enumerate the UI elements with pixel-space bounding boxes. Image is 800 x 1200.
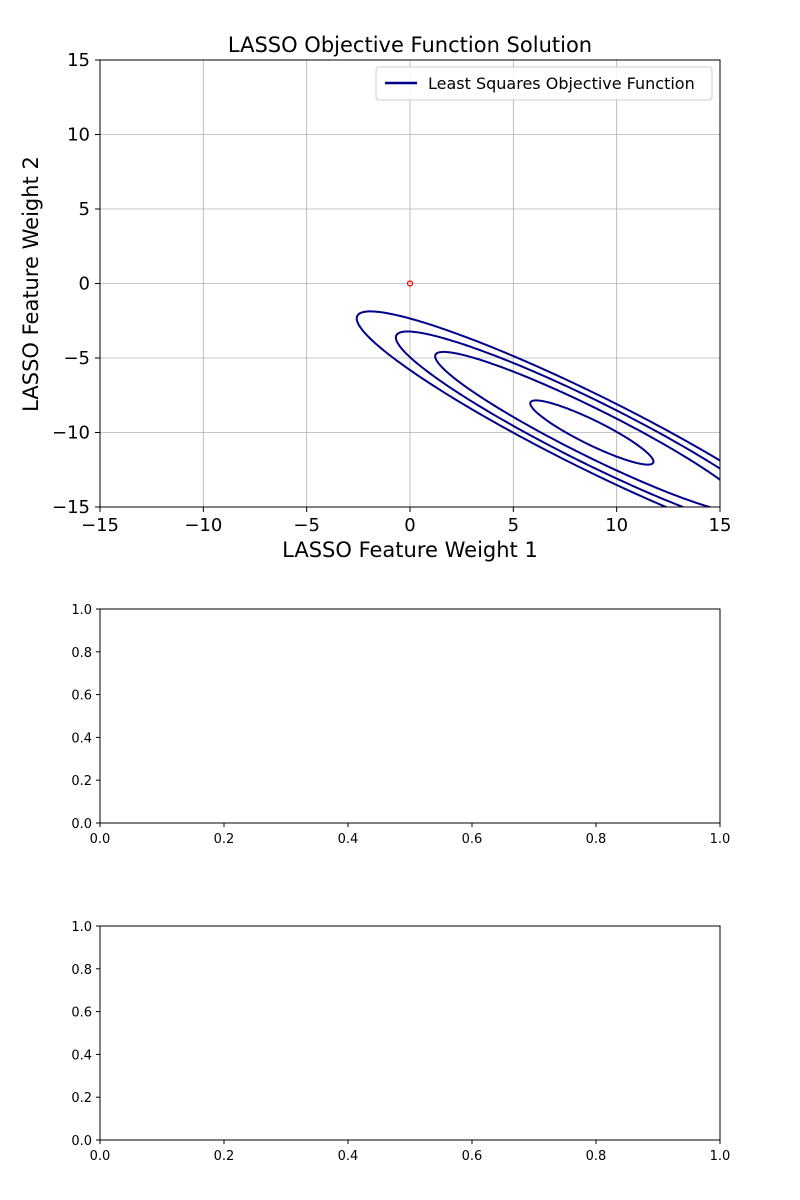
x-tick-label: −10 [184, 515, 222, 536]
y-tick-label: 1.0 [71, 603, 92, 618]
x-tick-label: 1.0 [710, 832, 731, 847]
x-tick-label: 0.0 [90, 1149, 111, 1164]
x-tick-label: 0.2 [214, 1149, 235, 1164]
contour-level-1 [529, 399, 655, 466]
x-tick-label: 1.0 [710, 1149, 731, 1164]
axes-frame [99, 925, 721, 1141]
y-tick-label: 0.6 [71, 689, 92, 704]
y-tick-label: 1.0 [71, 920, 92, 935]
x-tick-label: 0.2 [214, 832, 235, 847]
x-tick-label: 15 [709, 515, 732, 536]
y-tick-label: 0.6 [71, 1006, 92, 1021]
x-tick-label: 0.8 [586, 832, 607, 847]
axes-spines [99, 925, 721, 1141]
x-tick-label: 0.8 [586, 1149, 607, 1164]
y-tick-label: 15 [67, 50, 90, 71]
chart-title: LASSO Objective Function Solution [228, 33, 592, 57]
tick-marks: −15 −10 −5 0 5 10 15 −15 −10 −5 0 5 10 15 [52, 50, 731, 536]
x-tick-label: 5 [508, 515, 519, 536]
y-tick-label: 0.2 [71, 1091, 92, 1106]
contour-series [355, 280, 720, 507]
contour-level-3 [394, 330, 720, 507]
x-tick-label: 0 [404, 515, 415, 536]
y-tick-label: 0.4 [71, 731, 92, 746]
y-tick-label: 0.0 [71, 1134, 92, 1149]
y-tick-label: 0.2 [71, 774, 92, 789]
y-tick-label: 0.4 [71, 1048, 92, 1063]
empty-axes-middle: 0.0 0.2 0.4 0.6 0.8 1.0 0.0 0.2 0.4 0.6 0.8 1.0 [71, 603, 730, 847]
axes-spines [99, 608, 721, 824]
x-tick-label: −15 [81, 515, 119, 536]
tick-marks: 0.0 0.2 0.4 0.6 0.8 1.0 0.0 0.2 0.4 0.6 0.8 1.0 [71, 603, 730, 847]
y-tick-label: −15 [52, 497, 90, 518]
y-tick-label: 0.0 [71, 817, 92, 832]
y-tick-label: 0.8 [71, 646, 92, 661]
y-tick-label: −5 [63, 348, 90, 369]
axes-frame [99, 608, 721, 824]
x-tick-label: 0.0 [90, 832, 111, 847]
y-axis-label: LASSO Feature Weight 2 [19, 156, 43, 412]
legend: Least Squares Objective Function [375, 66, 713, 101]
empty-axes-bottom: 0.0 0.2 0.4 0.6 0.8 1.0 0.0 0.2 0.4 0.6 0.8 1.0 [71, 920, 730, 1164]
y-tick-label: −10 [52, 423, 90, 444]
x-tick-label: 0.4 [338, 832, 359, 847]
legend-box [375, 66, 713, 101]
x-axis-label: LASSO Feature Weight 1 [282, 538, 538, 562]
contour-level-2 [434, 350, 720, 507]
x-tick-label: −5 [293, 515, 320, 536]
tick-marks: 0.0 0.2 0.4 0.6 0.8 1.0 0.0 0.2 0.4 0.6 0.8 1.0 [71, 920, 730, 1164]
x-tick-label: 0.6 [462, 832, 483, 847]
origin-marker [406, 280, 414, 287]
x-tick-label: 10 [605, 515, 628, 536]
x-tick-label: 0.6 [462, 1149, 483, 1164]
y-tick-label: 0.8 [71, 963, 92, 978]
y-tick-label: 5 [79, 199, 90, 220]
x-tick-label: 0.4 [338, 1149, 359, 1164]
y-tick-label: 10 [67, 125, 90, 146]
grid-lines [99, 59, 721, 508]
lasso-contour-axes: −15 −10 −5 0 5 10 15 −15 −10 −5 0 5 10 15 LASSO Objec… [19, 33, 731, 562]
y-tick-label: 0 [79, 274, 90, 295]
legend-label: Least Squares Objective Function [428, 74, 695, 93]
contour-level-4 [355, 310, 720, 507]
